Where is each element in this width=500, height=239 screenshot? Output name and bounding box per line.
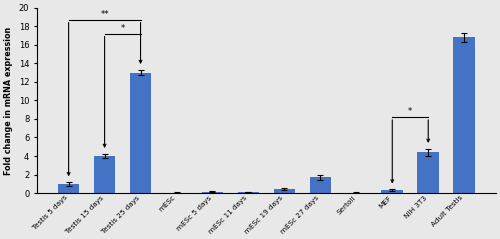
Bar <box>382 190 403 193</box>
Bar <box>238 192 259 193</box>
Text: *: * <box>408 107 412 116</box>
Text: **: ** <box>100 10 109 19</box>
Bar <box>58 184 80 193</box>
Y-axis label: Fold change in mRNA expression: Fold change in mRNA expression <box>4 26 13 174</box>
Bar <box>94 156 116 193</box>
Bar <box>418 152 439 193</box>
Bar <box>310 177 331 193</box>
Bar <box>274 189 295 193</box>
Bar <box>454 37 475 193</box>
Bar <box>130 73 152 193</box>
Text: *: * <box>120 24 124 33</box>
Bar <box>202 192 224 193</box>
